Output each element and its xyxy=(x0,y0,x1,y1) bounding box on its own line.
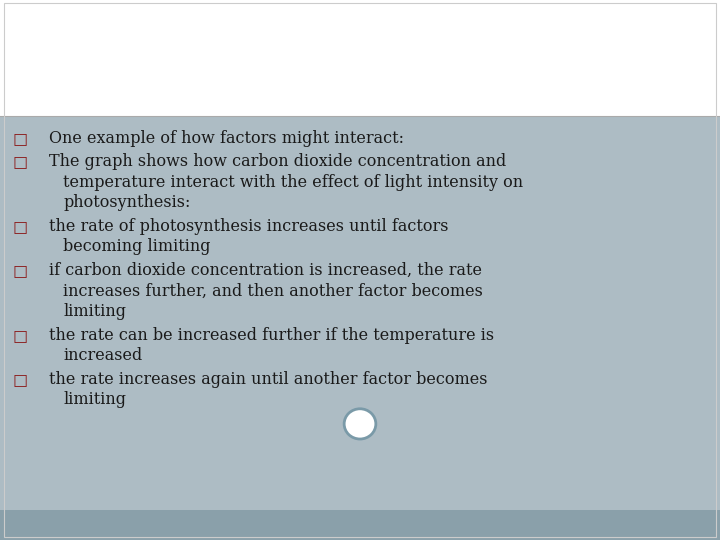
FancyBboxPatch shape xyxy=(0,116,720,510)
Text: temperature interact with the effect of light intensity on: temperature interact with the effect of … xyxy=(63,174,523,191)
FancyBboxPatch shape xyxy=(0,0,720,116)
Text: □: □ xyxy=(13,262,28,279)
Text: photosynthesis:: photosynthesis: xyxy=(63,194,191,211)
Text: □: □ xyxy=(13,327,28,343)
Text: □: □ xyxy=(13,218,28,235)
Text: □: □ xyxy=(13,130,28,146)
Text: increases further, and then another factor becomes: increases further, and then another fact… xyxy=(63,282,483,300)
Text: □: □ xyxy=(13,153,28,170)
Text: the rate of photosynthesis increases until factors: the rate of photosynthesis increases unt… xyxy=(49,218,449,235)
Text: increased: increased xyxy=(63,347,143,364)
Text: the rate increases again until another factor becomes: the rate increases again until another f… xyxy=(49,371,487,388)
Text: □: □ xyxy=(13,371,28,388)
Text: the rate can be increased further if the temperature is: the rate can be increased further if the… xyxy=(49,327,494,343)
Ellipse shape xyxy=(344,409,376,439)
Text: limiting: limiting xyxy=(63,303,127,320)
FancyBboxPatch shape xyxy=(0,510,720,540)
Text: limiting: limiting xyxy=(63,392,127,408)
Text: One example of how factors might interact:: One example of how factors might interac… xyxy=(49,130,404,146)
Text: The graph shows how carbon dioxide concentration and: The graph shows how carbon dioxide conce… xyxy=(49,153,506,170)
Text: becoming limiting: becoming limiting xyxy=(63,238,211,255)
Text: if carbon dioxide concentration is increased, the rate: if carbon dioxide concentration is incre… xyxy=(49,262,482,279)
